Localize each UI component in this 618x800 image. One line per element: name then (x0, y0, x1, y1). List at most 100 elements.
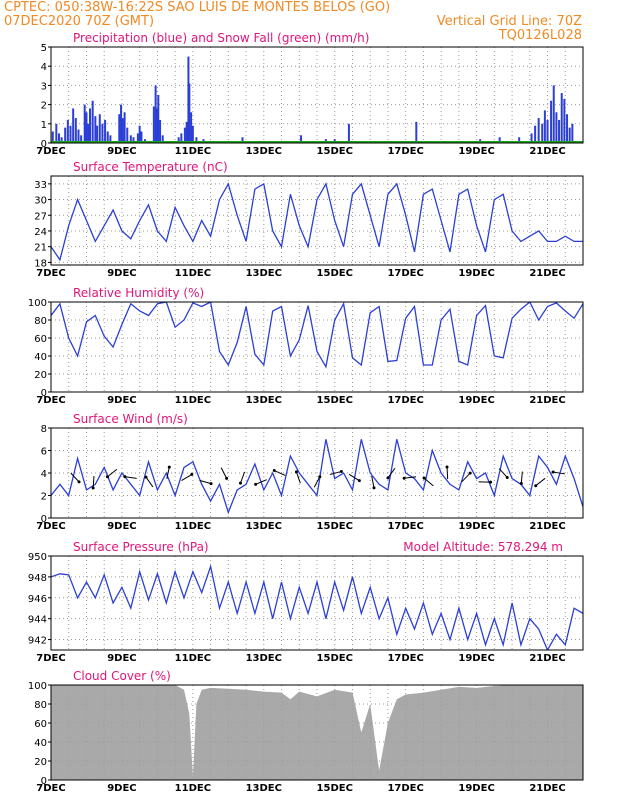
x-tick-label: 17DEC (387, 653, 423, 664)
x-tick-label: 21DEC (529, 783, 565, 794)
x-tick-label: 15DEC (317, 521, 353, 532)
panel-frame (50, 555, 584, 651)
x-tick-label: 11DEC (175, 521, 211, 532)
x-tick-label: 21DEC (529, 653, 565, 664)
x-tick-label: 7DEC (36, 783, 65, 794)
wind-arrow-head (254, 482, 258, 486)
wind-arrow (255, 479, 267, 485)
panel-frame (50, 301, 584, 393)
x-tick-label: 17DEC (387, 521, 423, 532)
x-tick-label: 17DEC (387, 783, 423, 794)
wind-arrow (166, 467, 170, 479)
wind-arrow (124, 476, 137, 479)
precipitation-bar (123, 112, 126, 143)
x-tick-label: 19DEC (458, 783, 494, 794)
wind-arrow (387, 467, 396, 479)
x-tick-label: 21DEC (529, 395, 565, 406)
x-tick-label: 13DEC (246, 268, 282, 279)
precipitation-bar (563, 98, 566, 143)
wind-arrow (535, 477, 546, 487)
x-tick-label: 9DEC (107, 395, 136, 406)
x-tick-label: 13DEC (246, 395, 282, 406)
precipitation-bar (498, 137, 501, 143)
y-tick-label: 4 (41, 469, 47, 480)
precipitation-bar (546, 119, 549, 143)
precipitation-bar (195, 137, 198, 143)
precipitation-bar (159, 119, 162, 143)
wind-arrow (274, 470, 286, 476)
y-tick-label: 946 (28, 594, 47, 605)
y-tick-label: 942 (28, 636, 47, 647)
precipitation-bar (154, 85, 157, 143)
x-tick-label: 11DEC (175, 783, 211, 794)
precipitation-bar (129, 135, 132, 143)
y-tick-label: 80 (34, 316, 47, 327)
wind-arrow-head (77, 480, 81, 484)
wind-arrow-head (519, 481, 523, 485)
precipitation-bar (101, 123, 104, 143)
header-station: CPTEC: 050:38W-16:22S SAO LUIS DE MONTES… (4, 0, 391, 15)
precipitation-bar (543, 110, 546, 143)
panel-title: Precipitation (blue) and Snow Fall (gree… (73, 31, 369, 45)
precipitation-bar (87, 123, 90, 143)
wind-arrow-head (318, 475, 322, 479)
precipitation-bar (89, 108, 92, 143)
wind-arrow-head (123, 475, 127, 479)
wind-arrow-head (505, 475, 509, 479)
wind-arrow-head (489, 480, 493, 484)
precipitation-bar (121, 118, 124, 143)
precipitation-bar (415, 121, 418, 143)
precipitation-bar (347, 123, 350, 143)
x-tick-label: 15DEC (317, 395, 353, 406)
precipitation-bar (541, 123, 544, 143)
y-tick-label: 6 (41, 447, 47, 458)
panel-title: Surface Wind (m/s) (73, 412, 188, 426)
precipitation-bar (136, 133, 139, 143)
precipitation-bar (94, 116, 97, 143)
precipitation-bar (558, 119, 561, 143)
series-line (51, 302, 583, 369)
precipitation-bar (118, 114, 121, 143)
y-tick-label: 0 (41, 514, 47, 525)
wind-arrow-head (339, 469, 343, 473)
wind-arrow (520, 471, 523, 484)
wind-arrow (329, 470, 342, 476)
wind-arrow-head (106, 475, 110, 479)
y-tick-label: 60 (34, 719, 47, 730)
wind-arrow (295, 471, 301, 484)
wind-arrow (70, 472, 80, 483)
panel-frame (50, 46, 584, 144)
precipitation-bar (571, 123, 574, 143)
precipitation-bar (77, 129, 80, 143)
wind-arrow-head (468, 471, 472, 475)
precipitation-bar (85, 112, 88, 143)
precipitation-bar (188, 83, 191, 143)
wind-arrow-head (534, 484, 538, 488)
y-tick-label: 18 (34, 258, 47, 269)
precipitation-bar (241, 137, 244, 143)
precipitation-bar (518, 137, 521, 143)
x-tick-label: 19DEC (458, 268, 494, 279)
y-tick-label: 944 (28, 615, 47, 626)
precipitation-bar (126, 127, 129, 143)
y-tick-label: 0 (41, 139, 47, 150)
x-tick-label: 21DEC (529, 268, 565, 279)
wind-arrow (404, 476, 417, 479)
x-tick-label: 13DEC (246, 653, 282, 664)
wind-arrow-head (357, 479, 361, 483)
wind-arrow (461, 472, 471, 483)
wind-arrow (553, 471, 566, 475)
precipitation-bar (185, 121, 188, 143)
wind-arrow-head (91, 486, 95, 490)
y-tick-label: 950 (28, 552, 47, 563)
x-tick-label: 15DEC (317, 783, 353, 794)
panel-frame (50, 175, 584, 266)
precipitation-bar (140, 131, 143, 143)
precipitation-bar (161, 135, 164, 143)
x-tick-label: 11DEC (175, 395, 211, 406)
y-tick-label: 20 (34, 370, 47, 381)
y-tick-label: 2 (41, 101, 47, 112)
y-tick-label: 21 (34, 243, 47, 254)
x-tick-label: 7DEC (36, 395, 65, 406)
precipitation-bar (183, 127, 186, 143)
